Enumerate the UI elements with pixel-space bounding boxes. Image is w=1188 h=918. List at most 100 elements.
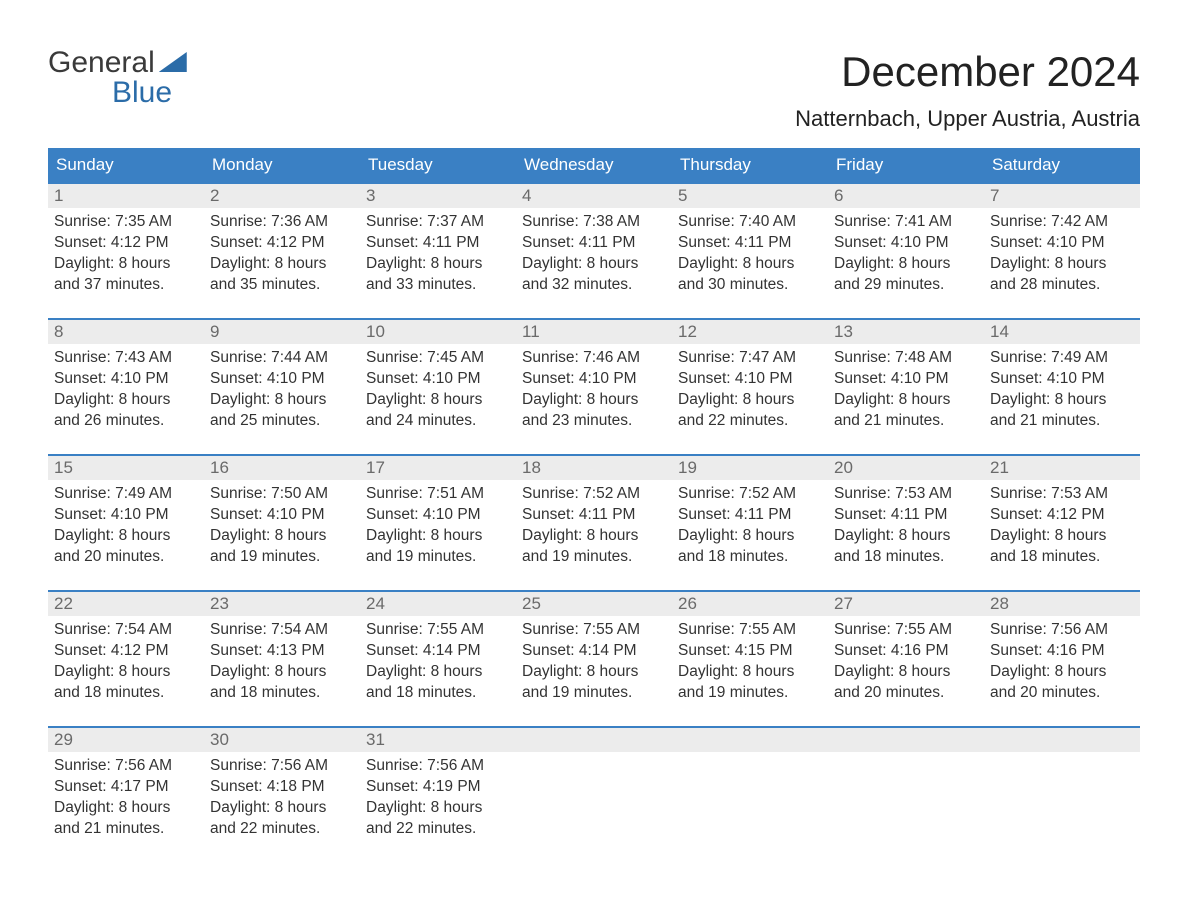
sunset-value: 4:11 PM (579, 234, 636, 251)
daylight-hours: 8 (431, 391, 440, 408)
sunset-line: Sunset: 4:15 PM (678, 641, 822, 662)
day-number: 10 (360, 320, 516, 344)
brand-logo: General Blue (48, 48, 187, 108)
sunrise-label: Sunrise: (54, 757, 115, 774)
daylight-minutes: 35 (240, 276, 257, 293)
day-cell (984, 752, 1140, 848)
daylight-label: Daylight: (54, 663, 119, 680)
and-word: and (210, 548, 240, 565)
day-cell: Sunrise: 7:54 AMSunset: 4:12 PMDaylight:… (48, 616, 204, 712)
sunrise-value: 7:55 AM (739, 621, 796, 638)
daylight-line2: and 18 minutes. (366, 683, 510, 704)
daylight-line2: and 20 minutes. (834, 683, 978, 704)
and-word: and (990, 684, 1020, 701)
and-word: and (210, 276, 240, 293)
and-word: and (834, 548, 864, 565)
sunrise-value: 7:55 AM (583, 621, 640, 638)
day-cell: Sunrise: 7:35 AMSunset: 4:12 PMDaylight:… (48, 208, 204, 304)
day-cell: Sunrise: 7:49 AMSunset: 4:10 PMDaylight:… (984, 344, 1140, 440)
sunset-label: Sunset: (54, 370, 111, 387)
sunrise-line: Sunrise: 7:51 AM (366, 484, 510, 505)
daylight-line2: and 19 minutes. (678, 683, 822, 704)
sunrise-label: Sunrise: (522, 213, 583, 230)
sunrise-label: Sunrise: (210, 485, 271, 502)
hours-word: hours (127, 799, 170, 816)
sunset-label: Sunset: (210, 370, 267, 387)
sunset-line: Sunset: 4:10 PM (210, 369, 354, 390)
daylight-minutes: 29 (864, 276, 881, 293)
sunrise-value: 7:55 AM (895, 621, 952, 638)
sunrise-label: Sunrise: (990, 485, 1051, 502)
daylight-line2: and 33 minutes. (366, 275, 510, 296)
hours-word: hours (595, 391, 638, 408)
sunrise-label: Sunrise: (678, 213, 739, 230)
daylight-hours: 8 (899, 663, 908, 680)
daylight-line2: and 21 minutes. (834, 411, 978, 432)
sunset-label: Sunset: (54, 642, 111, 659)
day-cell: Sunrise: 7:54 AMSunset: 4:13 PMDaylight:… (204, 616, 360, 712)
sunset-label: Sunset: (210, 642, 267, 659)
daylight-label: Daylight: (990, 527, 1055, 544)
day-cell: Sunrise: 7:56 AMSunset: 4:19 PMDaylight:… (360, 752, 516, 848)
daylight-minutes: 21 (1020, 412, 1037, 429)
daylight-hours: 8 (1055, 255, 1064, 272)
daylight-line2: and 32 minutes. (522, 275, 666, 296)
day-number-row: 15161718192021 (48, 456, 1140, 480)
and-word: and (54, 548, 84, 565)
daylight-label: Daylight: (366, 663, 431, 680)
sunset-value: 4:14 PM (423, 642, 481, 659)
sunset-label: Sunset: (834, 234, 891, 251)
minutes-word: minutes. (881, 684, 944, 701)
sunrise-line: Sunrise: 7:43 AM (54, 348, 198, 369)
and-word: and (678, 548, 708, 565)
minutes-word: minutes. (413, 548, 476, 565)
sunset-line: Sunset: 4:16 PM (990, 641, 1134, 662)
daylight-minutes: 18 (84, 684, 101, 701)
sunset-value: 4:10 PM (267, 370, 325, 387)
sunrise-value: 7:35 AM (115, 213, 172, 230)
sunset-line: Sunset: 4:19 PM (366, 777, 510, 798)
calendar: SundayMondayTuesdayWednesdayThursdayFrid… (48, 148, 1140, 848)
daylight-line1: Daylight: 8 hours (678, 526, 822, 547)
minutes-word: minutes. (725, 684, 788, 701)
sunset-label: Sunset: (522, 234, 579, 251)
minutes-word: minutes. (101, 548, 164, 565)
sunset-value: 4:12 PM (111, 642, 169, 659)
sunrise-value: 7:54 AM (115, 621, 172, 638)
week-row: 15161718192021Sunrise: 7:49 AMSunset: 4:… (48, 454, 1140, 576)
daylight-line2: and 21 minutes. (54, 819, 198, 840)
daylight-line2: and 28 minutes. (990, 275, 1134, 296)
day-cell: Sunrise: 7:43 AMSunset: 4:10 PMDaylight:… (48, 344, 204, 440)
sunrise-line: Sunrise: 7:52 AM (678, 484, 822, 505)
minutes-word: minutes. (881, 412, 944, 429)
sunset-value: 4:16 PM (891, 642, 949, 659)
sunrise-label: Sunrise: (210, 213, 271, 230)
daylight-line2: and 18 minutes. (678, 547, 822, 568)
hours-word: hours (751, 255, 794, 272)
sunset-label: Sunset: (522, 370, 579, 387)
daylight-minutes: 23 (552, 412, 569, 429)
hours-word: hours (1063, 663, 1106, 680)
sunrise-line: Sunrise: 7:53 AM (990, 484, 1134, 505)
day-number: 21 (984, 456, 1140, 480)
daylight-minutes: 20 (84, 548, 101, 565)
sunrise-value: 7:56 AM (427, 757, 484, 774)
and-word: and (54, 684, 84, 701)
day-cell: Sunrise: 7:38 AMSunset: 4:11 PMDaylight:… (516, 208, 672, 304)
daylight-minutes: 37 (84, 276, 101, 293)
daylight-label: Daylight: (678, 663, 743, 680)
day-number: 25 (516, 592, 672, 616)
sunrise-line: Sunrise: 7:55 AM (678, 620, 822, 641)
day-cell: Sunrise: 7:55 AMSunset: 4:14 PMDaylight:… (516, 616, 672, 712)
sunrise-value: 7:53 AM (1051, 485, 1108, 502)
sunset-line: Sunset: 4:12 PM (54, 641, 198, 662)
hours-word: hours (751, 391, 794, 408)
day-cell: Sunrise: 7:48 AMSunset: 4:10 PMDaylight:… (828, 344, 984, 440)
page-header: General Blue December 2024 Natternbach, … (48, 48, 1140, 132)
daylight-minutes: 30 (708, 276, 725, 293)
day-number: 23 (204, 592, 360, 616)
daylight-label: Daylight: (54, 391, 119, 408)
daylight-line1: Daylight: 8 hours (834, 254, 978, 275)
daylight-line2: and 18 minutes. (990, 547, 1134, 568)
daylight-line1: Daylight: 8 hours (54, 798, 198, 819)
